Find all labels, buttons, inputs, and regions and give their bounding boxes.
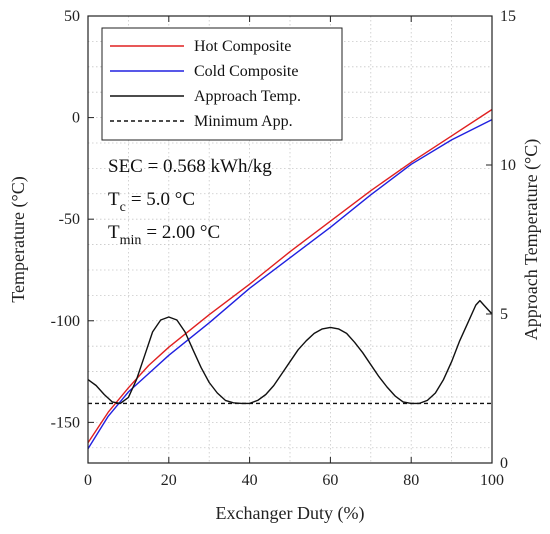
tmin-annotation: Tmin = 2.00 °C xyxy=(108,222,220,248)
x-tick-label: 20 xyxy=(161,472,177,489)
y-tick-label: -50 xyxy=(59,211,80,228)
x-tick-label: 0 xyxy=(84,472,92,489)
legend-label-4: Minimum App. xyxy=(194,113,293,130)
y-tick-label: 50 xyxy=(64,8,80,25)
x-tick-label: 100 xyxy=(480,472,504,489)
plot-frame xyxy=(87,15,493,464)
y-tick-label: -100 xyxy=(51,313,80,330)
y2-tick-label: 15 xyxy=(500,8,516,25)
y2-tick-label: 10 xyxy=(500,157,516,174)
y-tick-label: 0 xyxy=(72,110,80,127)
tmin-base: T xyxy=(108,222,120,243)
legend-label-2: Cold Composite xyxy=(194,63,298,80)
x-axis-label: Exchanger Duty (%) xyxy=(216,503,365,524)
annotations: SEC = 0.568 kWh/kg Tc = 5.0 °C Tmin = 2.00… xyxy=(108,156,272,248)
legend-label-1: Hot Composite xyxy=(194,38,291,55)
tc-base: T xyxy=(108,189,120,210)
sec-annotation: SEC = 0.568 kWh/kg xyxy=(108,156,272,177)
ticks: 0 20 40 60 80 100 -150 -100 -50 0 50 0 5 10 15 xyxy=(51,8,516,489)
series-line-1 xyxy=(87,108,493,444)
x-tick-label: 60 xyxy=(322,472,338,489)
tmin-value: = 2.00 °C xyxy=(146,222,220,243)
tc-annotation: Tc = 5.0 °C xyxy=(108,189,195,215)
legend-label-3: Approach Temp. xyxy=(194,88,301,105)
y2-tick-label: 0 xyxy=(500,455,508,472)
legend: Hot Composite Cold Composite Approach Temp… xyxy=(101,27,343,141)
tc-value: = 5.0 °C xyxy=(131,189,195,210)
y-tick-label: -150 xyxy=(51,414,80,431)
series-line-3 xyxy=(87,299,493,405)
x-tick-label: 40 xyxy=(242,472,258,489)
y-axis-label: Temperature (°C) xyxy=(8,176,29,302)
series-line-2 xyxy=(87,118,493,450)
tc-subscript: c xyxy=(120,200,126,215)
y2-axis-label: Approach Temperature (°C) xyxy=(521,139,542,341)
x-tick-label: 80 xyxy=(403,472,419,489)
y2-tick-label: 5 xyxy=(500,306,508,323)
tmin-subscript: min xyxy=(120,233,142,248)
series-layer xyxy=(87,108,493,450)
